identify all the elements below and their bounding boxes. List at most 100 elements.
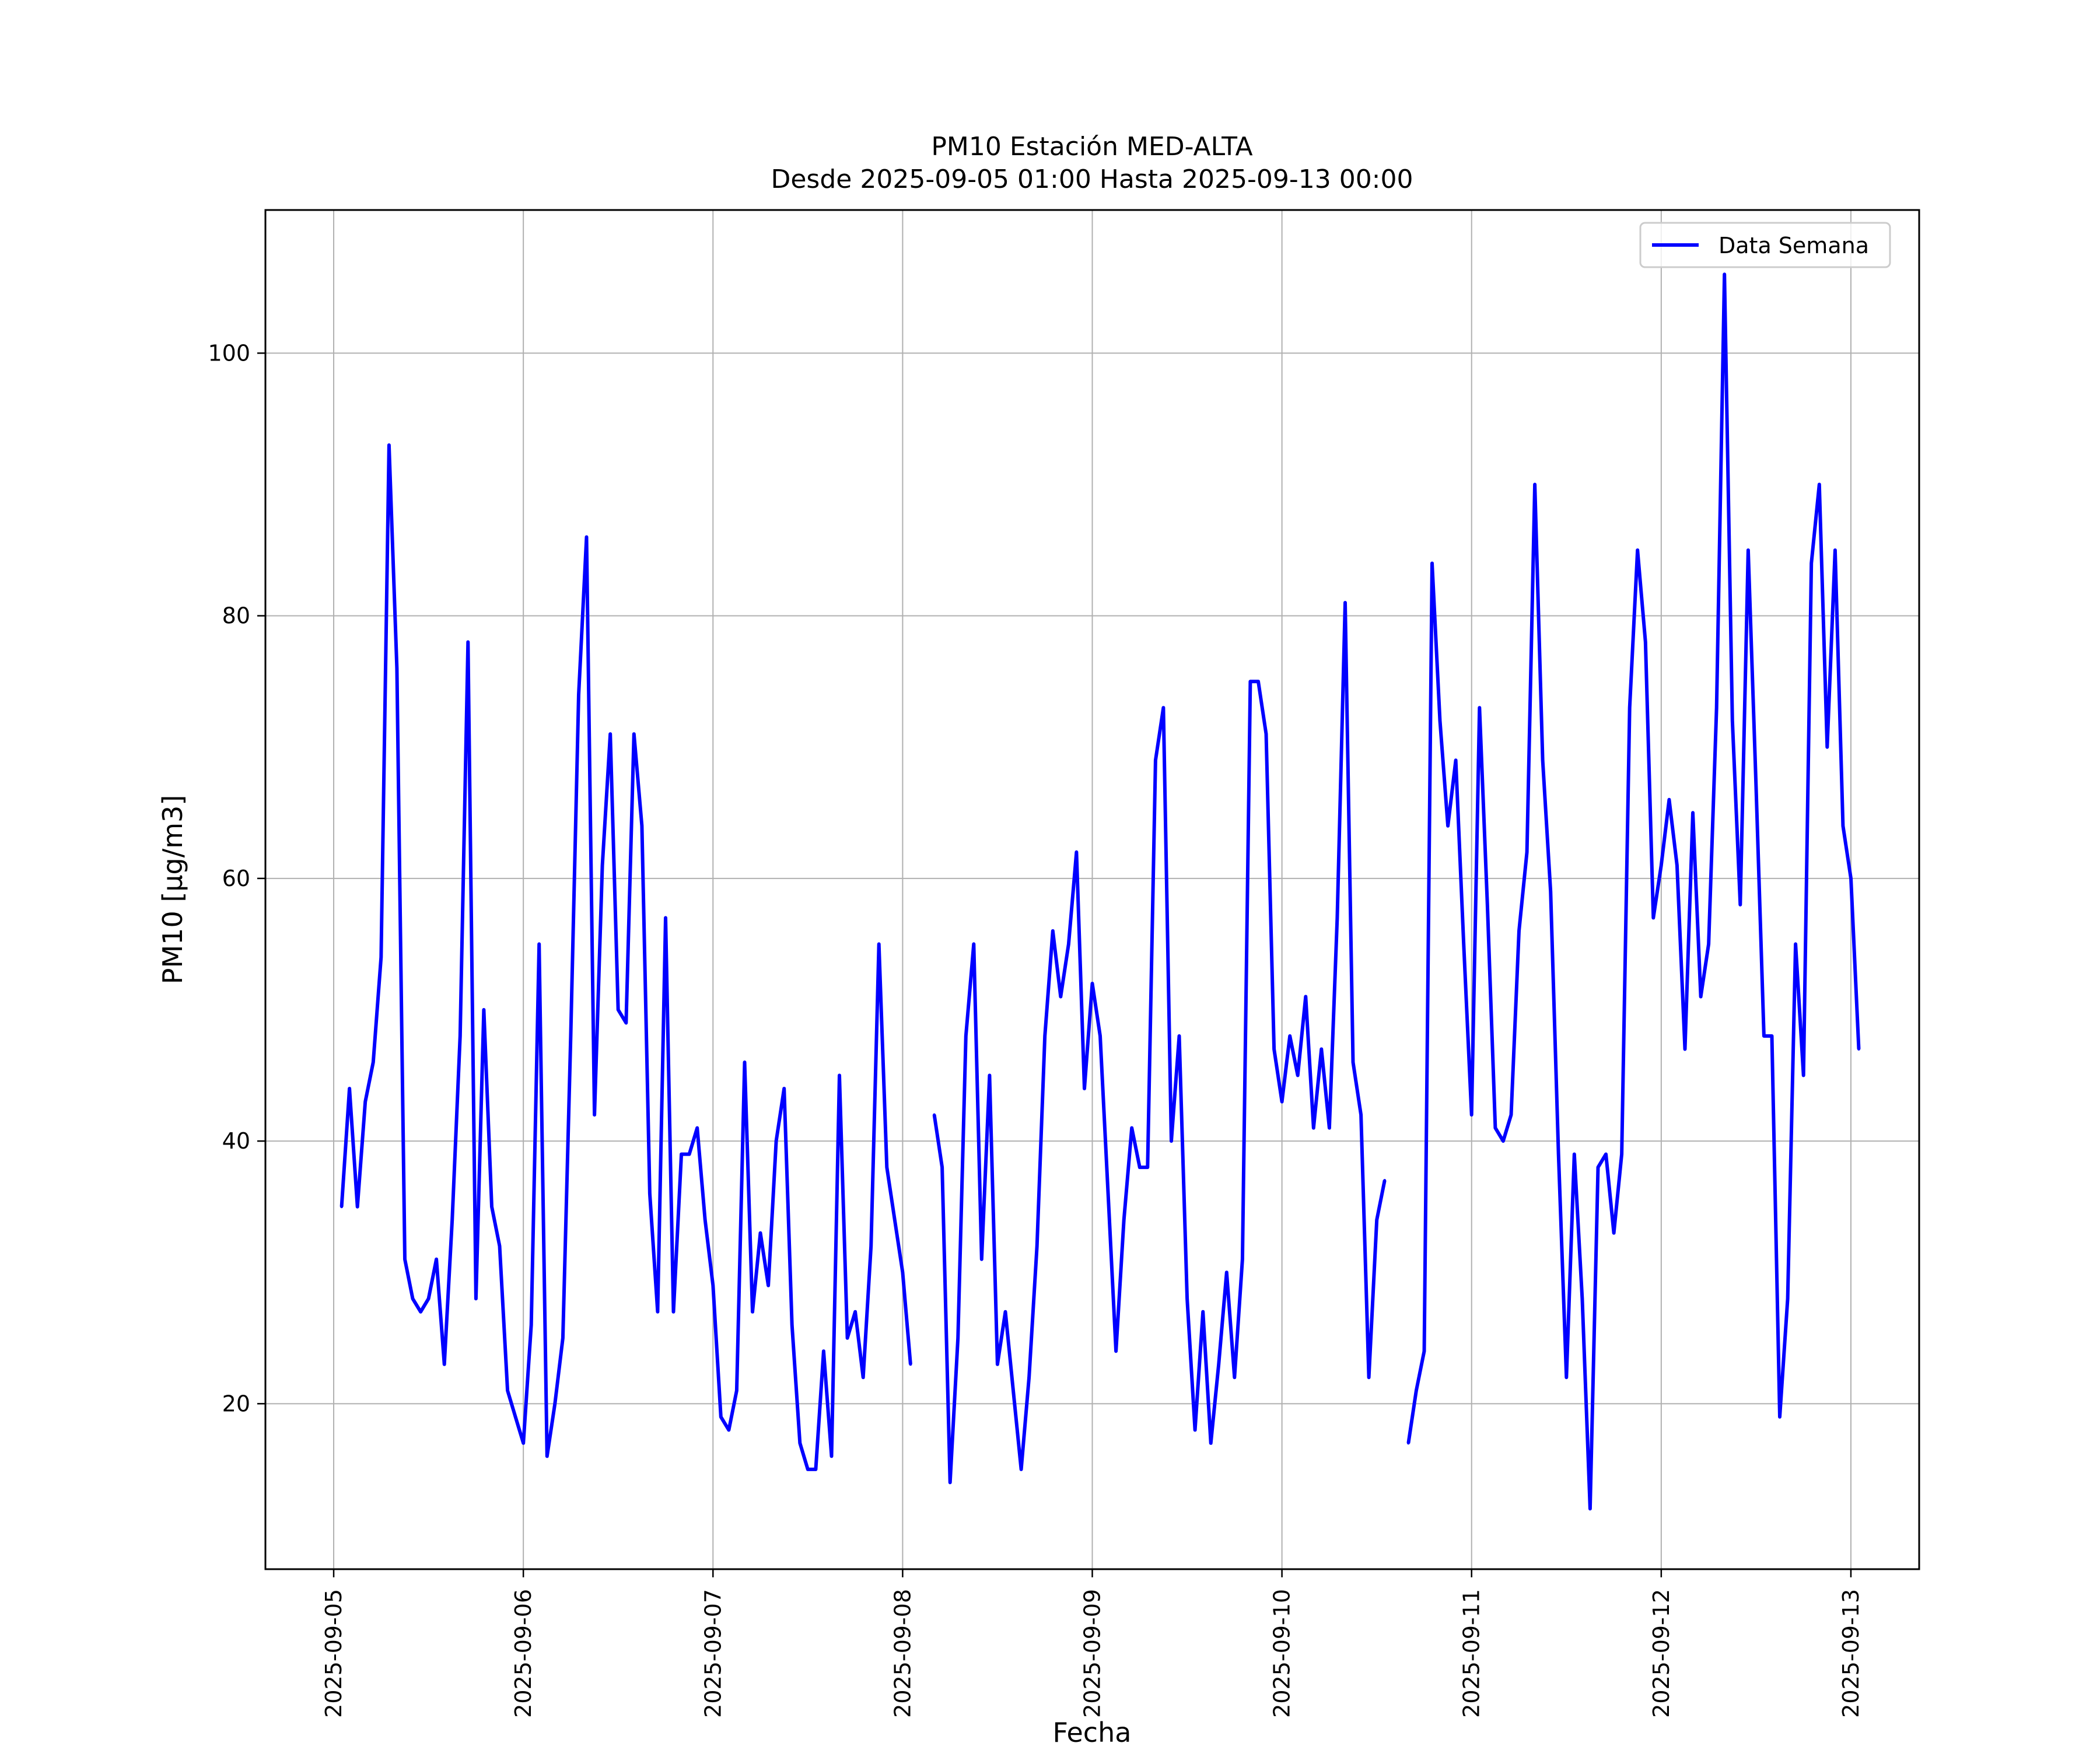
- data-point: [459, 1034, 462, 1038]
- data-point: [545, 1454, 549, 1458]
- data-point: [1059, 995, 1062, 998]
- data-point: [822, 1349, 825, 1353]
- data-point: [1256, 680, 1260, 683]
- y-tick-label: 100: [208, 340, 250, 366]
- data-point: [1423, 1349, 1426, 1353]
- data-point: [877, 942, 881, 946]
- data-point: [1754, 785, 1758, 788]
- data-point: [1161, 706, 1165, 709]
- y-tick-label: 20: [222, 1391, 250, 1416]
- data-point: [648, 1192, 652, 1195]
- data-point: [1074, 850, 1078, 854]
- data-point: [940, 1166, 944, 1169]
- data-point: [419, 1310, 422, 1314]
- data-point: [403, 1258, 407, 1261]
- data-point: [743, 1060, 746, 1064]
- data-point: [885, 1166, 888, 1169]
- data-point: [363, 1100, 367, 1104]
- data-point: [1580, 1297, 1584, 1300]
- data-point: [1470, 1113, 1474, 1116]
- data-point: [680, 1153, 683, 1156]
- data-point: [798, 1441, 802, 1445]
- data-point: [1043, 1034, 1046, 1038]
- data-point: [1051, 929, 1055, 933]
- data-point: [1628, 706, 1632, 709]
- data-point: [1375, 1218, 1378, 1222]
- data-point: [1328, 1126, 1331, 1130]
- data-point: [1201, 1310, 1205, 1314]
- data-point: [1738, 903, 1742, 907]
- data-point: [411, 1297, 414, 1300]
- data-point: [1406, 1441, 1410, 1445]
- data-point: [893, 1218, 897, 1222]
- x-axis-label: Fecha: [1053, 1717, 1132, 1748]
- data-point: [1660, 863, 1663, 867]
- data-point: [814, 1468, 817, 1471]
- data-point: [450, 1218, 454, 1222]
- data-point: [608, 732, 612, 736]
- x-tick-label: 2025-09-08: [890, 1589, 915, 1718]
- data-point: [1810, 562, 1813, 565]
- data-point: [1770, 1034, 1773, 1038]
- data-point: [1612, 1231, 1616, 1235]
- data-point: [340, 1205, 344, 1209]
- data-point: [1486, 903, 1489, 907]
- data-point: [1510, 1113, 1513, 1116]
- data-point: [1296, 1074, 1300, 1077]
- data-point: [482, 1008, 485, 1012]
- data-point: [1020, 1468, 1023, 1471]
- data-point: [1107, 1192, 1110, 1195]
- data-point: [1541, 758, 1545, 762]
- data-point: [379, 956, 383, 959]
- data-point: [1762, 1034, 1766, 1038]
- data-point: [1225, 1270, 1228, 1274]
- data-point: [988, 1074, 991, 1077]
- data-point: [466, 640, 470, 644]
- data-point: [1004, 1310, 1007, 1314]
- data-point: [537, 942, 541, 946]
- data-point: [711, 1284, 715, 1287]
- data-point: [1194, 1428, 1197, 1432]
- data-point: [1644, 640, 1647, 644]
- data-point: [1525, 850, 1529, 854]
- axis-ticks: 2025-09-05 2025-09-06 2025-09-07 2025-09-08…: [208, 340, 1863, 1717]
- data-point: [387, 443, 391, 447]
- data-point: [862, 1376, 865, 1379]
- chart-title: PM10 Estación MED-ALTA: [931, 132, 1252, 162]
- data-point: [1130, 1126, 1133, 1130]
- data-point: [435, 1258, 438, 1261]
- data-point: [1438, 719, 1441, 723]
- data-point: [790, 1323, 794, 1326]
- data-point: [1620, 1153, 1623, 1156]
- data-point: [1067, 942, 1070, 946]
- data-point: [1667, 798, 1671, 802]
- data-point: [688, 1153, 691, 1156]
- data-point: [498, 1244, 501, 1248]
- x-tick-label: 2025-09-12: [1648, 1589, 1674, 1718]
- data-point: [585, 536, 588, 539]
- data-point: [1723, 272, 1726, 276]
- data-point: [443, 1363, 446, 1366]
- data-point: [759, 1231, 762, 1235]
- data-point: [704, 1218, 707, 1222]
- data-point: [1415, 1389, 1418, 1392]
- data-point: [1841, 824, 1845, 828]
- data-point: [1312, 1126, 1315, 1130]
- data-point: [553, 1402, 556, 1405]
- data-point: [1588, 1507, 1592, 1510]
- data-point: [474, 1297, 478, 1300]
- data-point: [1359, 1113, 1363, 1116]
- data-point: [1564, 1376, 1568, 1379]
- data-point: [427, 1297, 430, 1300]
- data-point: [522, 1441, 525, 1445]
- data-point: [964, 1034, 968, 1038]
- y-tick-label: 80: [222, 603, 250, 629]
- data-point: [1367, 1376, 1371, 1379]
- data-point: [980, 1258, 984, 1261]
- x-tick-label: 2025-09-11: [1459, 1589, 1485, 1718]
- data-point: [593, 1113, 596, 1116]
- data-point: [695, 1126, 699, 1130]
- data-point: [1217, 1363, 1220, 1366]
- data-point: [395, 667, 398, 670]
